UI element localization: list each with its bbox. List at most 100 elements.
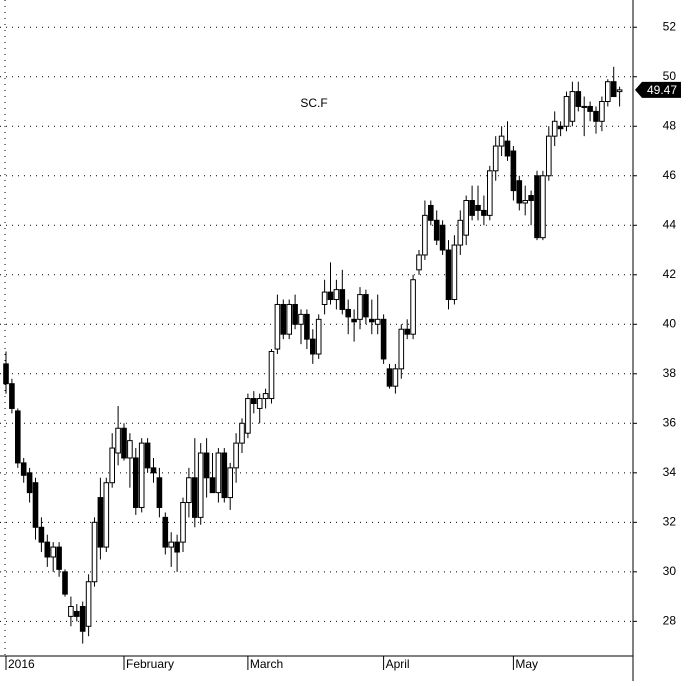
- candle-body: [174, 541, 180, 553]
- candle-body: [321, 291, 328, 305]
- candle-body: [103, 482, 110, 548]
- candle-body: [203, 452, 210, 479]
- candle-body: [144, 442, 151, 469]
- candle-body: [422, 214, 428, 256]
- candle-body: [551, 120, 558, 137]
- candle-body: [587, 105, 593, 112]
- chart-title: SC.F: [300, 96, 327, 110]
- candle-body: [546, 135, 552, 177]
- x-tick-label: March: [250, 657, 283, 671]
- candle-body: [457, 219, 464, 246]
- candle-body: [56, 546, 62, 570]
- candle-body: [605, 81, 611, 102]
- y-tick-label: 38: [663, 366, 677, 380]
- candle-body: [138, 442, 145, 508]
- candle-body: [32, 482, 39, 528]
- candle-body: [62, 571, 68, 595]
- candle-body: [251, 398, 257, 405]
- candle-body: [44, 541, 51, 558]
- candle-body: [492, 145, 499, 172]
- candle-body: [262, 393, 269, 400]
- candle-body: [498, 135, 505, 147]
- candle-body: [563, 96, 570, 127]
- candle-body: [610, 81, 617, 98]
- y-tick-label: 32: [663, 514, 677, 528]
- candle-body: [616, 89, 623, 93]
- candle-body: [227, 467, 233, 499]
- candle-body: [339, 289, 346, 310]
- candle-body: [97, 497, 104, 548]
- candle-body: [15, 410, 21, 464]
- candle-body: [345, 308, 351, 318]
- candle-body: [593, 110, 599, 122]
- y-tick-label: 40: [663, 316, 677, 330]
- candle-body: [162, 516, 169, 548]
- candle-body: [180, 502, 186, 543]
- candle-body: [392, 368, 399, 387]
- candle-body: [481, 209, 487, 216]
- candle-body: [404, 328, 410, 335]
- y-tick-label: 36: [663, 415, 677, 429]
- y-tick-label: 50: [663, 69, 677, 83]
- y-tick-label: 42: [663, 267, 677, 281]
- candle-body: [239, 422, 245, 444]
- candle-body: [256, 398, 263, 409]
- candle-body: [197, 452, 204, 518]
- y-tick-label: 30: [663, 564, 677, 578]
- y-tick-label: 52: [663, 19, 677, 33]
- candle-body: [74, 610, 80, 617]
- candle-body: [469, 200, 475, 216]
- candle-body: [209, 477, 216, 494]
- candle-body: [575, 91, 582, 107]
- candle-body: [50, 546, 57, 558]
- candle-body: [68, 605, 74, 617]
- candle-body: [9, 383, 15, 409]
- candle-body: [280, 303, 287, 335]
- candle-body: [133, 457, 139, 508]
- candle-body: [156, 477, 163, 508]
- candle-body: [3, 363, 9, 385]
- candle-body: [528, 195, 534, 202]
- candle-body: [410, 279, 416, 335]
- candle-body: [439, 224, 446, 251]
- candle-body: [304, 313, 310, 340]
- candle-body: [79, 605, 86, 632]
- last-price-label: 49.47: [647, 83, 677, 97]
- candle-body: [534, 175, 540, 239]
- candle-body: [363, 294, 369, 318]
- candle-body: [286, 303, 292, 335]
- last-price-tag: [635, 81, 681, 98]
- y-tick-label: 34: [663, 465, 677, 479]
- candle-body: [522, 200, 529, 204]
- candle-body: [121, 427, 127, 459]
- candle-body: [386, 368, 393, 387]
- candle-body: [504, 140, 511, 157]
- candle-body: [292, 303, 298, 325]
- candle-body: [109, 447, 116, 484]
- candle-body: [315, 318, 322, 355]
- y-tick-label: 44: [663, 217, 677, 231]
- candle-body: [369, 318, 375, 323]
- x-tick-label: 2016: [8, 657, 35, 671]
- candle-body: [85, 581, 92, 627]
- candle-body: [333, 289, 340, 301]
- candle-body: [374, 318, 381, 325]
- candle-body: [298, 313, 304, 325]
- candle-body: [310, 338, 316, 355]
- candle-body: [487, 170, 493, 216]
- candle-body: [186, 477, 192, 504]
- candle-body: [327, 291, 334, 301]
- y-tick-label: 46: [663, 168, 677, 182]
- y-tick-label: 28: [663, 614, 677, 628]
- candle-body: [26, 472, 33, 494]
- candle-body: [20, 462, 27, 476]
- candle-body: [215, 452, 222, 494]
- candle-body: [416, 254, 422, 271]
- candle-body: [540, 175, 546, 239]
- x-tick-label: May: [515, 657, 538, 671]
- candle-body: [516, 180, 523, 204]
- candle-body: [221, 452, 228, 499]
- candle-body: [274, 303, 281, 350]
- candle-body: [569, 91, 576, 122]
